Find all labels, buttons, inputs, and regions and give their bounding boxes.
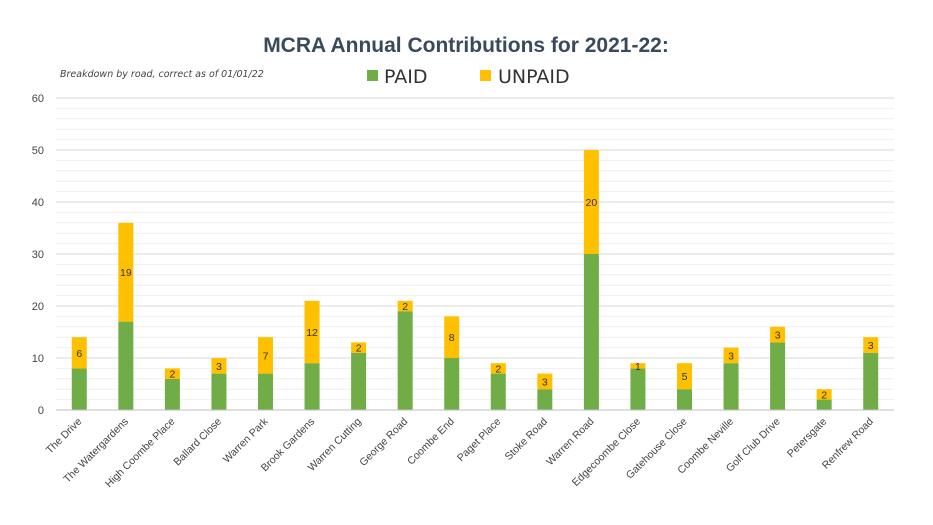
data-label-unpaid-george-road: 2	[402, 301, 408, 313]
bar-paid-renfrew-road	[863, 352, 879, 410]
bar-paid-paget-place	[490, 373, 506, 410]
x-tick-label: Ballard Close	[171, 416, 224, 469]
bar-unpaid-golf-club-drive	[770, 326, 786, 343]
legend-swatch-paid	[367, 70, 378, 81]
bar-paid-the-watergardens	[118, 321, 134, 410]
data-label-unpaid-warren-cutting: 2	[356, 343, 362, 355]
data-label-unpaid-the-drive: 6	[76, 348, 82, 360]
y-tick-label: 30	[32, 249, 44, 261]
bar-unpaid-gatehouse-close	[677, 363, 692, 390]
data-label-unpaid-paget-place: 2	[495, 363, 501, 375]
bar-unpaid-petersgate	[816, 389, 832, 400]
bar-unpaid-stoke-road	[537, 373, 553, 390]
y-tick-label: 10	[32, 353, 44, 365]
data-label-unpaid-high-coombe-place: 2	[169, 369, 175, 381]
bar-unpaid-warren-cutting	[351, 342, 367, 353]
y-tick-label: 40	[32, 197, 44, 209]
legend-label-unpaid: UNPAID	[498, 66, 570, 88]
x-tick-label: George Road	[357, 416, 410, 469]
bars	[71, 150, 879, 410]
bar-paid-the-drive	[71, 368, 87, 410]
bar-paid-warren-cutting	[351, 352, 367, 410]
bar-paid-warren-park	[258, 373, 273, 410]
bar-unpaid-warren-road	[583, 150, 599, 254]
chart-title: MCRA Annual Contributions for 2021-22:	[263, 34, 669, 57]
bar-unpaid-paget-place	[490, 363, 506, 374]
data-label-unpaid-golf-club-drive: 3	[775, 330, 781, 342]
bar-paid-coombe-neville	[723, 363, 739, 410]
data-label-unpaid-brook-gardens: 12	[306, 327, 318, 339]
bar-unpaid-george-road	[397, 300, 413, 312]
data-labels: 6 19 2 3 7 12 2 2 8 2 3 20 1 5 3 3 2 3	[76, 197, 873, 401]
bar-paid-gatehouse-close	[677, 389, 692, 410]
y-tick-label: 50	[32, 145, 44, 157]
x-tick-label: Paget Place	[455, 416, 504, 465]
x-tick-label: Coombe End	[405, 416, 457, 468]
bar-paid-edgecoombe-close	[630, 368, 646, 410]
bar-paid-brook-gardens	[304, 363, 320, 410]
legend-label-paid: PAID	[384, 66, 427, 88]
data-label-unpaid-edgecoombe-close: 1	[635, 361, 641, 373]
data-label-unpaid-renfrew-road: 3	[868, 340, 874, 352]
data-label-unpaid-petersgate: 2	[821, 389, 827, 401]
legend-swatch-unpaid	[480, 70, 491, 81]
bar-paid-coombe-end	[444, 358, 460, 410]
bar-paid-ballard-close	[211, 373, 227, 410]
data-label-unpaid-ballard-close: 3	[216, 361, 222, 373]
gridlines	[56, 97, 894, 411]
x-tick-label: Stoke Road	[503, 416, 550, 463]
data-label-unpaid-stoke-road: 3	[542, 376, 548, 388]
bar-unpaid-coombe-end	[444, 316, 460, 358]
bar-unpaid-warren-park	[258, 337, 273, 374]
data-label-unpaid-coombe-end: 8	[449, 332, 455, 344]
data-label-unpaid-warren-road: 20	[586, 197, 598, 209]
bar-paid-stoke-road	[537, 389, 553, 410]
x-tick-label: Petersgate	[785, 416, 830, 461]
y-tick-label: 20	[32, 301, 44, 313]
bar-unpaid-the-drive	[71, 337, 87, 369]
y-tick-label: 0	[38, 405, 44, 417]
bar-paid-golf-club-drive	[770, 342, 786, 410]
legend: PAID UNPAID	[367, 66, 570, 88]
bar-unpaid-the-watergardens	[118, 222, 134, 322]
bar-paid-warren-road	[583, 254, 599, 410]
bar-unpaid-high-coombe-place	[164, 368, 180, 379]
bar-paid-high-coombe-place	[164, 378, 180, 410]
data-label-unpaid-warren-park: 7	[263, 350, 269, 362]
x-tick-label: The Drive	[44, 416, 85, 457]
bar-paid-petersgate	[816, 399, 832, 410]
chart-subtitle: Breakdown by road, correct as of 01/01/2…	[60, 69, 264, 80]
bar-unpaid-brook-gardens	[304, 300, 320, 364]
data-label-unpaid-coombe-neville: 3	[728, 350, 734, 362]
y-axis: 0 10 20 30 40 50 60	[32, 93, 44, 417]
data-label-unpaid-the-watergardens: 19	[120, 267, 132, 279]
bar-unpaid-renfrew-road	[863, 337, 879, 353]
data-label-unpaid-gatehouse-close: 5	[682, 371, 688, 383]
x-tick-label: Warren Park	[221, 415, 271, 465]
bar-unpaid-edgecoombe-close	[630, 363, 646, 369]
y-tick-label: 60	[32, 93, 44, 105]
bar-unpaid-ballard-close	[211, 358, 227, 374]
bar-unpaid-coombe-neville	[723, 347, 739, 364]
bar-paid-george-road	[397, 311, 413, 410]
